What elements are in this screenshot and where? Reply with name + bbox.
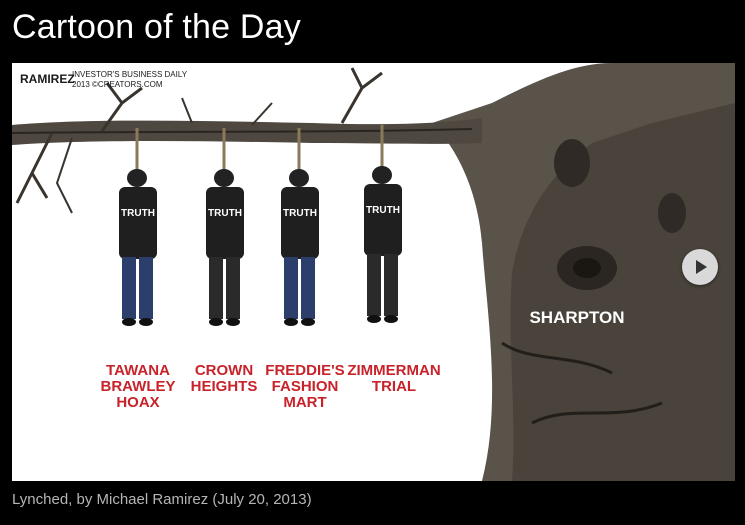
artist-signature: RAMIREZ (20, 72, 75, 86)
play-arrow-icon (696, 260, 707, 274)
figure-caption-line: TAWANA (106, 362, 170, 379)
figure-caption-line: HOAX (116, 394, 159, 411)
hanged-figure-1: TRUTH (119, 128, 157, 326)
shirt-label: TRUTH (121, 208, 155, 219)
figure-caption-line: FASHION (272, 378, 339, 395)
figure-caption-line: FREDDIE'S (265, 362, 344, 379)
cartoon-caption: Lynched, by Michael Ramirez (July 20, 20… (12, 491, 312, 508)
credit-line-2: 2013 ©CREATORS.COM (72, 80, 163, 89)
shirt-label: TRUTH (208, 208, 242, 219)
figure-caption-line: MART (283, 394, 326, 411)
cartoon-illustration: RAMIREZ INVESTOR'S BUSINESS DAILY 2013 ©… (12, 63, 735, 481)
shirt-label: TRUTH (366, 205, 400, 216)
figure-caption-line: HEIGHTS (191, 378, 258, 395)
figure-caption-line: BRAWLEY (101, 378, 176, 395)
hanged-figure-3: TRUTH (281, 128, 319, 326)
hanged-figure-2: TRUTH (206, 128, 244, 326)
widget-title: Cartoon of the Day (12, 8, 301, 46)
shirt-label: TRUTH (283, 208, 317, 219)
hanged-figure-4: TRUTH (364, 125, 402, 323)
cartoon-image[interactable]: RAMIREZ INVESTOR'S BUSINESS DAILY 2013 ©… (12, 63, 735, 481)
figure-caption-line: ZIMMERMAN (347, 362, 440, 379)
figure-caption-line: CROWN (195, 362, 253, 379)
next-cartoon-button[interactable] (682, 249, 718, 285)
tree-label: SHARPTON (529, 308, 624, 327)
figure-caption-line: TRIAL (372, 378, 416, 395)
credit-line-1: INVESTOR'S BUSINESS DAILY (72, 70, 188, 79)
